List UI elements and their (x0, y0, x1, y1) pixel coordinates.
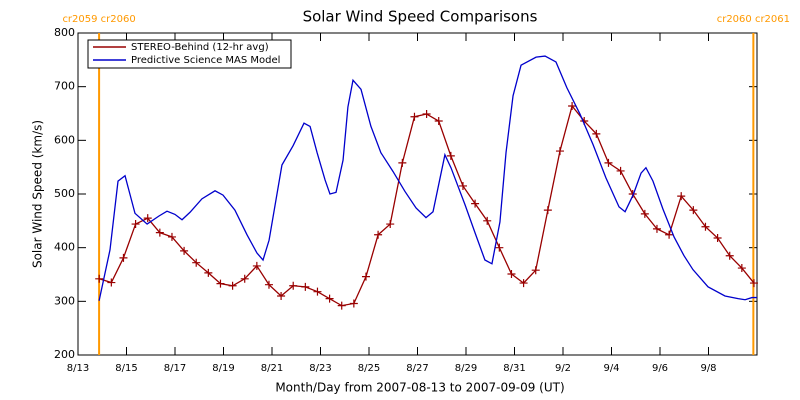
point-marker (471, 199, 480, 208)
x-tick-label: 9/4 (603, 363, 619, 374)
point-marker (349, 299, 358, 308)
x-tick-label: 8/15 (115, 363, 137, 374)
y-tick-label: 500 (54, 187, 75, 200)
point-marker (555, 147, 564, 156)
point-marker (665, 230, 674, 239)
series-line (98, 55, 757, 301)
point-marker (446, 151, 455, 160)
point-marker (531, 266, 540, 275)
point-marker (737, 264, 746, 273)
y-tick-label: 400 (54, 241, 75, 254)
x-tick-label: 8/25 (358, 363, 380, 374)
point-marker (652, 224, 661, 233)
x-tick-label: 9/6 (652, 363, 668, 374)
point-marker (640, 209, 649, 218)
point-marker (592, 129, 601, 138)
point-marker (458, 181, 467, 190)
point-marker (616, 166, 625, 175)
point-marker (192, 258, 201, 267)
x-tick-label: 8/21 (261, 363, 283, 374)
y-tick-label: 200 (54, 348, 75, 361)
point-marker (155, 228, 164, 237)
rotation-label: cr2060 cr2061 (717, 14, 790, 25)
point-marker (252, 261, 261, 270)
point-marker (725, 251, 734, 260)
y-tick-label: 300 (54, 294, 75, 307)
point-marker (519, 279, 528, 288)
point-marker (131, 220, 140, 229)
point-marker (143, 214, 152, 223)
point-marker (398, 158, 407, 167)
point-marker (107, 278, 116, 287)
point-marker (701, 222, 710, 231)
x-tick-label: 8/27 (406, 363, 428, 374)
point-marker (289, 281, 298, 290)
point-marker (264, 280, 273, 289)
rotation-label: cr2059 cr2060 (62, 14, 135, 25)
legend-label: Predictive Science MAS Model (131, 55, 280, 66)
x-tick-label: 9/8 (700, 363, 716, 374)
point-marker (204, 268, 213, 277)
chart-title: Solar Wind Speed Comparisons (303, 8, 538, 26)
y-axis-label: Solar Wind Speed (km/s) (31, 120, 45, 268)
x-tick-label: 8/17 (164, 363, 186, 374)
point-marker (119, 253, 128, 262)
point-marker (337, 301, 346, 310)
point-marker (568, 101, 577, 110)
point-marker (434, 117, 443, 126)
point-marker (422, 110, 431, 119)
x-tick-label: 8/23 (309, 363, 331, 374)
x-axis-label: Month/Day from 2007-08-13 to 2007-09-09 … (275, 381, 564, 395)
point-marker (95, 274, 104, 283)
x-tick-label: 8/29 (455, 363, 477, 374)
point-marker (228, 281, 237, 290)
point-marker (240, 274, 249, 283)
point-marker (749, 279, 758, 288)
point-marker (374, 230, 383, 239)
point-marker (301, 282, 310, 291)
point-marker (689, 206, 698, 215)
y-tick-label: 700 (54, 80, 75, 93)
x-tick-label: 8/13 (67, 363, 89, 374)
point-marker (543, 206, 552, 215)
point-marker (216, 279, 225, 288)
point-marker (386, 220, 395, 229)
x-tick-label: 8/31 (503, 363, 525, 374)
legend-box (87, 39, 292, 69)
point-marker (507, 269, 516, 278)
point-marker (483, 216, 492, 225)
point-marker (604, 158, 613, 167)
x-tick-label: 9/2 (555, 363, 571, 374)
point-marker (325, 294, 334, 303)
point-marker (361, 272, 370, 281)
point-marker (495, 243, 504, 252)
point-marker (180, 246, 189, 255)
point-marker (167, 232, 176, 241)
point-marker (313, 287, 322, 296)
y-tick-label: 800 (54, 26, 75, 39)
point-marker (410, 112, 419, 121)
legend-label: STEREO-Behind (12-hr avg) (131, 42, 269, 53)
point-marker (713, 234, 722, 243)
point-marker (277, 291, 286, 300)
y-tick-label: 600 (54, 133, 75, 146)
point-marker (677, 192, 686, 201)
x-tick-label: 8/19 (212, 363, 234, 374)
